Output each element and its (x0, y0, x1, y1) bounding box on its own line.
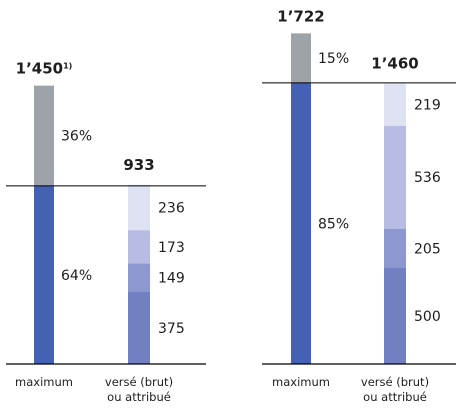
panel-2-paid-value-3: 536 (414, 170, 441, 186)
panel-2-paid-value-2: 205 (414, 241, 441, 257)
panel-2-paid-segment-1 (384, 268, 406, 364)
panel-2-paid-segment-3 (384, 125, 406, 229)
panel-1-paid-segment-1 (128, 292, 150, 364)
panel-1-category-2-line-2: ou attribué (107, 390, 171, 404)
panel-1-maximum-total: 1’4501) (16, 60, 73, 78)
panel-2-maximum-percent-1: 85% (318, 216, 349, 232)
panel-1-maximum-upper-segment (34, 85, 54, 186)
panel-1-maximum-percent-1: 64% (61, 268, 92, 284)
panel-1-maximum-main-segment (34, 185, 54, 364)
panel-2-paid-segment-4 (384, 83, 406, 126)
panel-2-category-1-line-1: maximum (272, 375, 330, 389)
panel-2-category-2-line-1: versé (brut) (361, 375, 429, 389)
panel-1-paid-segment-3 (128, 230, 150, 264)
panel-1-paid-segment-4 (128, 184, 150, 231)
panel-2-maximum-total: 1’722 (277, 7, 324, 25)
panel-1-maximum-percent-2: 36% (61, 129, 92, 145)
panel-1-paid-value-4: 236 (158, 201, 185, 217)
panel-1-footnote-marker: 1) (63, 62, 72, 71)
panel-2-maximum-percent-2: 15% (318, 51, 349, 67)
panel-1-category-1-line-1: maximum (15, 375, 73, 389)
panel-1-paid-segment-2 (128, 263, 150, 292)
panel-2-paid-total: 1’460 (371, 55, 418, 73)
panel-1-paid-value-2: 149 (158, 271, 185, 287)
panel-2-paid-value-1: 500 (414, 309, 441, 325)
panel-2-category-2-line-2: ou attribué (363, 390, 427, 404)
panel-1-paid-value-3: 173 (158, 240, 185, 256)
panel-1-category-2-line-1: versé (brut) (105, 375, 173, 389)
panel-1-paid-total: 933 (123, 156, 154, 174)
panel-1-paid-value-1: 375 (158, 321, 185, 337)
panel-2-maximum-main-segment (291, 82, 311, 365)
panel-2-paid-value-4: 219 (414, 98, 441, 114)
panel-2-paid-segment-2 (384, 228, 406, 268)
panel-2-maximum-upper-segment (291, 33, 311, 83)
